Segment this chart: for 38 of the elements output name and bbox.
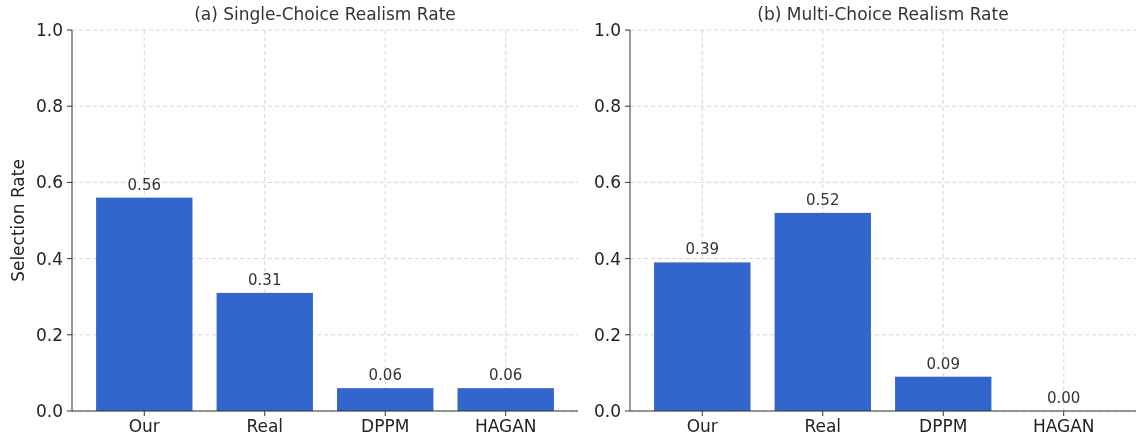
data-label: 0.09 <box>926 354 960 373</box>
data-label: 0.06 <box>489 366 523 385</box>
bar <box>96 197 193 411</box>
x-tick-label: DPPM <box>361 416 410 436</box>
y-tick-label: 0.2 <box>35 324 63 345</box>
bar <box>337 388 434 411</box>
y-axis-title: Selection Rate <box>8 159 28 282</box>
bar <box>654 262 751 411</box>
data-label: 0.00 <box>1047 389 1081 407</box>
data-label: 0.31 <box>248 270 282 289</box>
x-tick-label: Real <box>804 416 842 436</box>
y-tick-label: 0.0 <box>593 400 621 421</box>
bar <box>895 376 992 411</box>
x-tick-label: DPPM <box>919 416 968 436</box>
x-tick-label: Real <box>246 416 284 436</box>
y-tick-label: 0.4 <box>35 248 63 269</box>
data-label: 0.06 <box>368 366 402 385</box>
y-tick-label: 0.4 <box>593 248 621 269</box>
data-label: 0.56 <box>127 175 161 194</box>
x-tick-label: Our <box>686 416 718 436</box>
x-tick-label: HAGAN <box>474 416 537 436</box>
y-tick-label: 1.0 <box>35 19 63 40</box>
bar <box>774 212 871 411</box>
bar <box>457 388 554 411</box>
data-label: 0.52 <box>806 190 840 209</box>
x-tick-label: Our <box>128 416 160 436</box>
y-tick-label: 1.0 <box>593 19 621 40</box>
chart-title: (b) Multi-Choice Realism Rate <box>757 4 1009 24</box>
y-tick-label: 0.6 <box>35 172 63 193</box>
data-label: 0.39 <box>685 240 719 259</box>
y-tick-label: 0.8 <box>593 96 621 117</box>
y-tick-label: 0.6 <box>593 172 621 193</box>
y-tick-label: 0.2 <box>593 324 621 345</box>
y-tick-label: 0.0 <box>35 400 63 421</box>
y-tick-label: 0.8 <box>35 96 63 117</box>
x-tick-label: HAGAN <box>1032 416 1095 436</box>
bar <box>216 292 313 411</box>
chart-title: (a) Single-Choice Realism Rate <box>194 4 456 24</box>
